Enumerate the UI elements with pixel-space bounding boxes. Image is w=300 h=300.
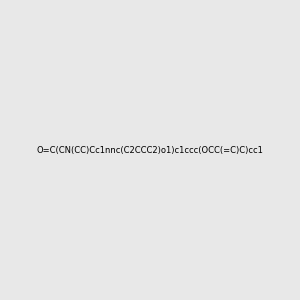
Text: O=C(CN(CC)Cc1nnc(C2CCC2)o1)c1ccc(OCC(=C)C)cc1: O=C(CN(CC)Cc1nnc(C2CCC2)o1)c1ccc(OCC(=C)… xyxy=(37,146,263,154)
